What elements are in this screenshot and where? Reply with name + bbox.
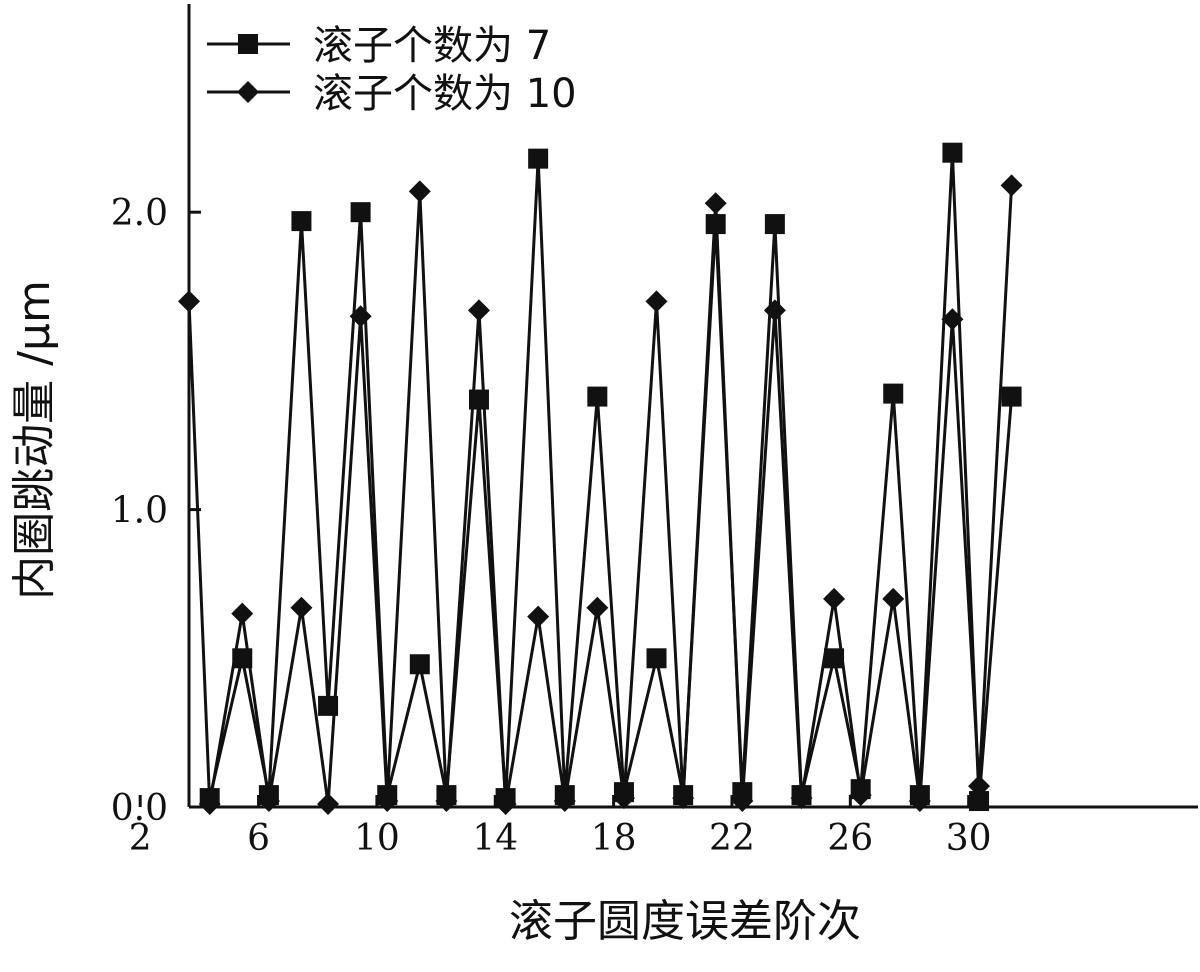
x-tick-label: 14: [472, 818, 518, 859]
data-point-square: [587, 386, 608, 407]
data-point-diamond: [231, 602, 254, 625]
data-point-diamond: [198, 793, 221, 816]
data-point-square: [528, 148, 549, 169]
data-point-diamond: [467, 299, 490, 322]
data-point-diamond: [408, 180, 431, 203]
legend-item: 滚子个数为 10: [207, 71, 577, 117]
data-point-diamond: [731, 790, 754, 813]
legend-label: 滚子个数为 10: [313, 71, 577, 117]
data-point-diamond: [178, 290, 200, 313]
data-point-diamond: [494, 793, 517, 816]
data-point-square: [883, 383, 904, 404]
x-tick-label: 22: [709, 818, 755, 859]
legend-item: 滚子个数为 7: [207, 23, 551, 69]
series-2: [178, 174, 1023, 816]
data-point-diamond: [790, 787, 813, 810]
data-point-diamond: [553, 790, 576, 813]
y-tick-label: 0.0: [111, 788, 168, 829]
data-point-diamond: [908, 790, 931, 813]
data-point-square: [350, 202, 371, 223]
legend-label: 滚子个数为 7: [313, 23, 551, 69]
data-point-square: [291, 211, 312, 232]
data-point-square: [824, 648, 845, 669]
data-point-diamond: [257, 790, 280, 813]
x-tick-label: 26: [827, 818, 873, 859]
y-tick-label: 1.0: [111, 491, 168, 532]
data-point-diamond: [645, 290, 668, 313]
data-point-square: [942, 142, 963, 163]
data-point-diamond: [586, 596, 609, 619]
data-point-square: [646, 648, 667, 669]
data-point-diamond: [849, 784, 872, 807]
data-point-diamond: [349, 305, 372, 328]
data-point-diamond: [704, 192, 727, 215]
y-axis-label: 内圈跳动量 /μm: [9, 280, 60, 600]
data-point-square: [764, 214, 785, 235]
data-point-diamond: [882, 587, 905, 610]
data-point-diamond: [290, 596, 313, 619]
x-tick-label: 18: [591, 818, 637, 859]
data-point-diamond: [672, 787, 695, 810]
data-point-diamond: [823, 587, 846, 610]
x-tick-label: 2: [129, 818, 152, 859]
data-point-diamond: [317, 793, 340, 816]
x-tick-label: 30: [946, 818, 992, 859]
data-point-diamond: [527, 605, 550, 628]
data-point-square: [409, 654, 430, 675]
legend-square-icon: [238, 34, 258, 54]
legend-diamond-icon: [237, 81, 259, 103]
y-tick-label: 2.0: [111, 193, 168, 234]
x-tick-label: 10: [354, 818, 400, 859]
x-tick-label: 6: [247, 818, 270, 859]
series-line: [187, 185, 1014, 805]
x-axis-label: 滚子圆度误差阶次: [509, 896, 861, 947]
data-point-diamond: [435, 790, 458, 813]
data-point-diamond: [763, 299, 786, 322]
data-point-diamond: [612, 787, 635, 810]
data-point-diamond: [941, 308, 964, 331]
data-point-square: [969, 791, 990, 812]
data-point-diamond: [376, 790, 399, 813]
series-line: [208, 152, 1014, 802]
data-point-diamond: [1000, 174, 1023, 197]
data-point-square: [1001, 386, 1022, 407]
data-point-diamond: [968, 775, 991, 798]
